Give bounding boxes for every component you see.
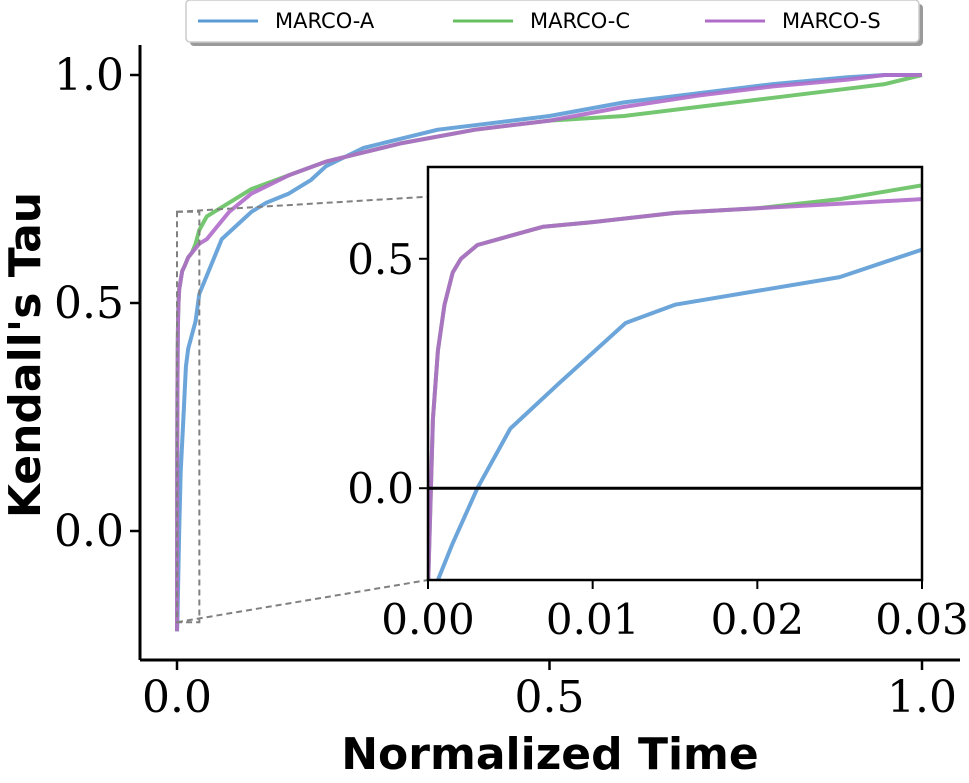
inset-y-tick-label: 0.5: [347, 235, 414, 284]
x-axis-ticks: 0.0 0.5 1.0: [142, 660, 957, 723]
legend: MARCO-A MARCO-C MARCO-S: [185, 0, 923, 46]
x-tick-label: 0.0: [142, 672, 212, 723]
x-tick-label: 1.0: [887, 672, 957, 723]
x-axis-title: Normalized Time: [341, 729, 759, 780]
main-plot-area: [175, 73, 923, 632]
inset-x-axis-ticks: 0.00 0.01 0.02 0.03: [381, 580, 969, 644]
inset-background: [428, 167, 922, 580]
y-axis-ticks: 0.0 0.5 1.0: [54, 50, 140, 557]
inset-series-line-marco-s: [428, 197, 922, 580]
x-tick-label: 0.5: [515, 672, 585, 723]
zoom-connector-bottom: [176, 579, 429, 624]
y-tick-label: 0.0: [54, 506, 124, 557]
inset-x-tick-label: 0.02: [711, 595, 805, 644]
series-line-marco-s: [175, 73, 922, 632]
y-tick-label: 1.0: [54, 50, 124, 101]
series-line-marco-a: [175, 73, 922, 632]
inset-y-tick-label: 0.0: [347, 464, 414, 513]
legend-box: [185, 0, 920, 43]
legend-label-marco-s: MARCO-S: [782, 9, 881, 33]
legend-label-marco-a: MARCO-A: [275, 9, 375, 33]
inset-x-tick-label: 0.03: [875, 595, 969, 644]
inset-x-tick-label: 0.00: [381, 595, 475, 644]
inset-x-tick-label: 0.01: [546, 595, 640, 644]
inset-series-line-marco-a: [434, 247, 922, 580]
y-tick-label: 0.5: [54, 278, 124, 329]
inset-plot: 0.00 0.01 0.02 0.03 0.0 0.5: [347, 165, 969, 644]
inset-y-axis-ticks: 0.0 0.5: [347, 235, 428, 513]
inset-plot-area: [428, 183, 922, 580]
legend-label-marco-c: MARCO-C: [530, 9, 630, 33]
y-axis-title: Kendall's Tau: [0, 192, 51, 518]
inset-frame: [426, 165, 924, 582]
